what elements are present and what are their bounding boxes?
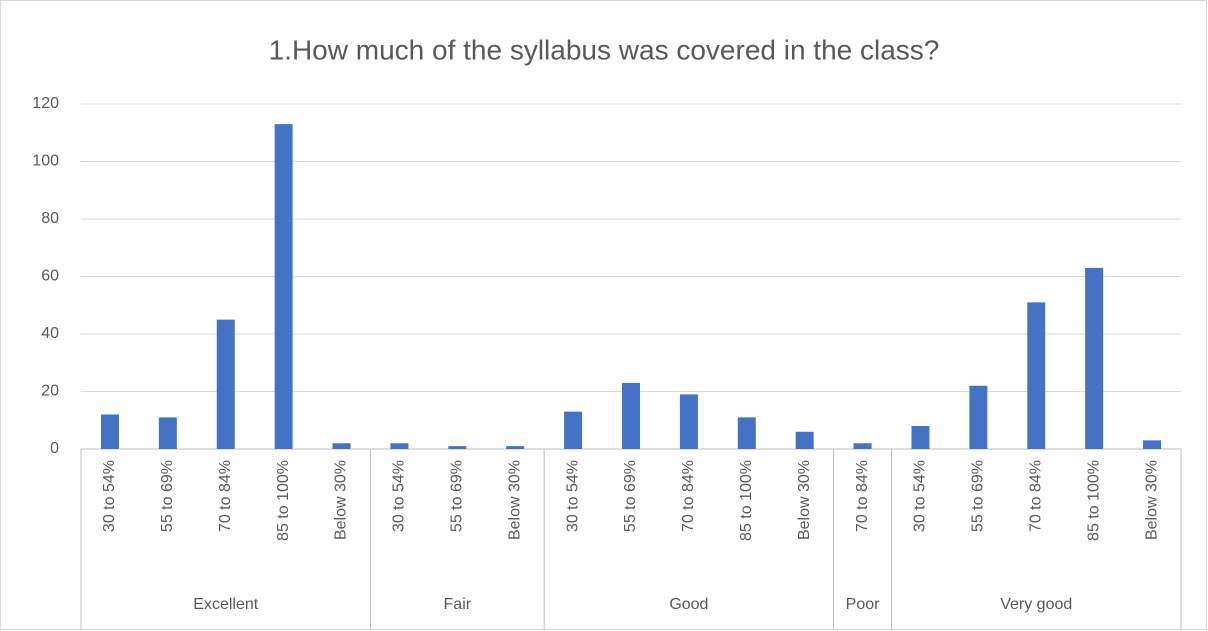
x-tick-label: 55 to 69% <box>159 460 176 532</box>
x-tick-label: 70 to 84% <box>680 460 697 532</box>
bar <box>158 417 177 449</box>
x-tick-label: 55 to 69% <box>449 460 466 532</box>
x-tick-label: 55 to 69% <box>622 460 639 532</box>
x-tick-label: Below 30% <box>796 460 813 540</box>
bar <box>679 394 698 449</box>
bar <box>1027 302 1046 449</box>
x-tick-label: 30 to 54% <box>391 460 408 532</box>
bar <box>506 446 525 449</box>
x-tick-label: 85 to 100% <box>738 460 755 541</box>
y-tick-label: 80 <box>41 210 59 227</box>
x-tick-label: Below 30% <box>333 460 350 540</box>
y-tick-label: 100 <box>32 153 59 170</box>
y-tick-label: 0 <box>50 440 59 457</box>
x-tick-label: 70 to 84% <box>217 460 234 532</box>
bar <box>737 417 756 449</box>
bar <box>1143 440 1162 449</box>
x-tick-label: 30 to 54% <box>101 460 118 532</box>
bar <box>1085 267 1104 449</box>
x-tick-label: 85 to 100% <box>275 460 292 541</box>
x-tick-label: 30 to 54% <box>912 460 929 532</box>
bar <box>100 414 119 449</box>
bar <box>216 319 235 449</box>
bar <box>564 411 583 449</box>
bar <box>622 382 640 449</box>
bar <box>274 124 293 449</box>
group-label: Good <box>669 596 708 613</box>
group-label: Very good <box>1000 596 1072 613</box>
bar <box>390 443 409 449</box>
x-tick-label: 70 to 84% <box>854 460 871 532</box>
x-tick-label: Below 30% <box>1143 460 1160 540</box>
bar <box>332 443 351 449</box>
chart-title: 1.How much of the syllabus was covered i… <box>269 34 940 65</box>
x-tick-label: 55 to 69% <box>970 460 987 532</box>
bar <box>969 385 988 449</box>
x-tick-label: 30 to 54% <box>564 460 581 532</box>
group-label: Fair <box>444 596 472 613</box>
y-tick-label: 20 <box>41 383 59 400</box>
y-tick-label: 60 <box>41 268 59 285</box>
x-tick-label: 70 to 84% <box>1027 460 1044 532</box>
bar <box>795 431 814 449</box>
y-tick-label: 120 <box>32 95 59 112</box>
x-tick-label: Below 30% <box>506 460 523 540</box>
bar <box>911 426 930 449</box>
x-tick-label: 85 to 100% <box>1085 460 1102 541</box>
y-tick-label: 40 <box>41 325 59 342</box>
bar <box>448 446 467 449</box>
group-label: Poor <box>846 596 880 613</box>
group-label: Excellent <box>193 596 258 613</box>
bar <box>853 443 872 449</box>
